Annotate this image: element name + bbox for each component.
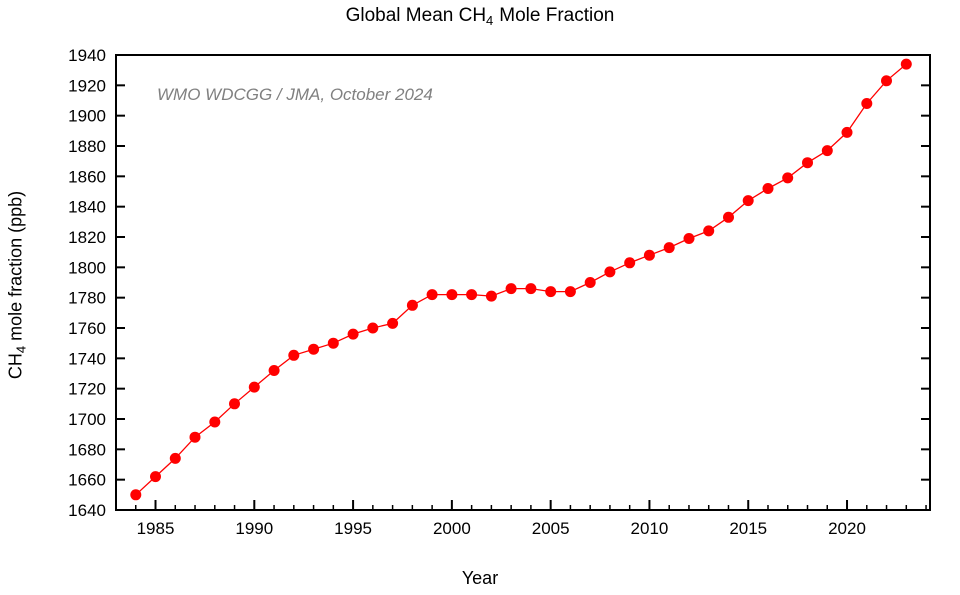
source-annotation: WMO WDCGG / JMA, October 2024 — [157, 85, 433, 104]
y-tick-label: 1820 — [68, 228, 106, 247]
data-point-1993 — [308, 343, 320, 355]
data-point-2017 — [782, 172, 794, 184]
data-point-2004 — [525, 283, 537, 295]
y-tick-label: 1940 — [68, 46, 106, 65]
y-tick-label: 1840 — [68, 198, 106, 217]
data-point-2005 — [545, 286, 557, 298]
y-axis-title-prefix: CH — [5, 353, 26, 380]
data-point-1994 — [327, 337, 339, 349]
data-point-2016 — [762, 183, 774, 194]
x-tick-label: 1990 — [235, 519, 273, 538]
y-axis-title-suffix: mole fraction (ppb) — [5, 190, 26, 346]
data-point-1990 — [248, 381, 260, 393]
data-point-2011 — [663, 242, 675, 254]
y-tick-label: 1640 — [68, 501, 106, 520]
x-tick-label: 1995 — [334, 519, 372, 538]
y-tick-label: 1880 — [68, 137, 106, 156]
y-tick-label: 1680 — [68, 440, 106, 459]
y-tick-label: 1740 — [68, 349, 106, 368]
y-axis-title-subscript: 4 — [13, 345, 29, 354]
y-tick-label: 1720 — [68, 380, 106, 399]
data-point-1988 — [209, 416, 221, 428]
data-point-1996 — [367, 322, 379, 334]
data-point-2019 — [821, 145, 833, 157]
data-point-1997 — [387, 317, 399, 329]
data-point-2000 — [446, 289, 458, 301]
data-point-2022 — [881, 75, 892, 87]
data-point-2023 — [900, 58, 912, 70]
data-point-2003 — [505, 283, 517, 295]
chart-title-prefix: Global Mean CH — [345, 5, 487, 26]
x-tick-label: 1985 — [137, 519, 175, 538]
data-line — [135, 63, 907, 496]
data-point-1989 — [229, 398, 240, 410]
x-tick-label: 2000 — [433, 519, 471, 538]
data-point-2010 — [643, 249, 655, 261]
y-tick-label: 1900 — [68, 107, 106, 126]
data-point-2018 — [802, 157, 813, 169]
x-tick-label: 2020 — [828, 519, 866, 538]
data-point-1999 — [426, 289, 438, 301]
data-point-2015 — [742, 195, 754, 207]
data-point-1987 — [189, 431, 201, 443]
data-point-2009 — [624, 257, 636, 269]
x-tick-label: 2015 — [729, 519, 767, 538]
y-tick-label: 1800 — [68, 258, 106, 277]
data-point-2006 — [564, 286, 576, 298]
chart-title: Global Mean CH4 Mole Fraction — [0, 5, 960, 28]
x-tick-label: 2010 — [631, 519, 669, 538]
y-axis-title: CH4 mole fraction (ppb) — [6, 191, 29, 379]
data-point-2002 — [485, 290, 497, 302]
data-point-2012 — [683, 233, 695, 244]
x-tick-label: 2005 — [532, 519, 570, 538]
x-axis-title: Year — [461, 568, 499, 588]
y-tick-label: 1700 — [68, 410, 106, 429]
y-tick-label: 1860 — [68, 167, 106, 186]
y-tick-label: 1660 — [68, 471, 106, 490]
data-point-1998 — [406, 299, 418, 311]
data-point-2001 — [466, 289, 478, 301]
y-tick-label: 1920 — [68, 76, 106, 95]
data-point-1985 — [150, 471, 161, 483]
data-point-2008 — [604, 266, 616, 278]
data-point-1984 — [130, 489, 142, 501]
chart-title-suffix: Mole Fraction — [499, 5, 615, 26]
data-point-1991 — [268, 365, 280, 376]
data-point-2013 — [703, 225, 715, 237]
data-point-2007 — [584, 277, 596, 288]
chart-title-subscript: 4 — [486, 13, 494, 28]
plot-frame — [115, 54, 931, 511]
y-tick-label: 1760 — [68, 319, 106, 338]
data-point-1986 — [169, 452, 181, 464]
data-point-2021 — [861, 98, 873, 109]
y-tick-label: 1780 — [68, 289, 106, 308]
data-point-2020 — [841, 126, 853, 138]
data-point-2014 — [723, 211, 734, 223]
data-point-1995 — [347, 328, 359, 340]
data-point-1992 — [288, 349, 300, 361]
